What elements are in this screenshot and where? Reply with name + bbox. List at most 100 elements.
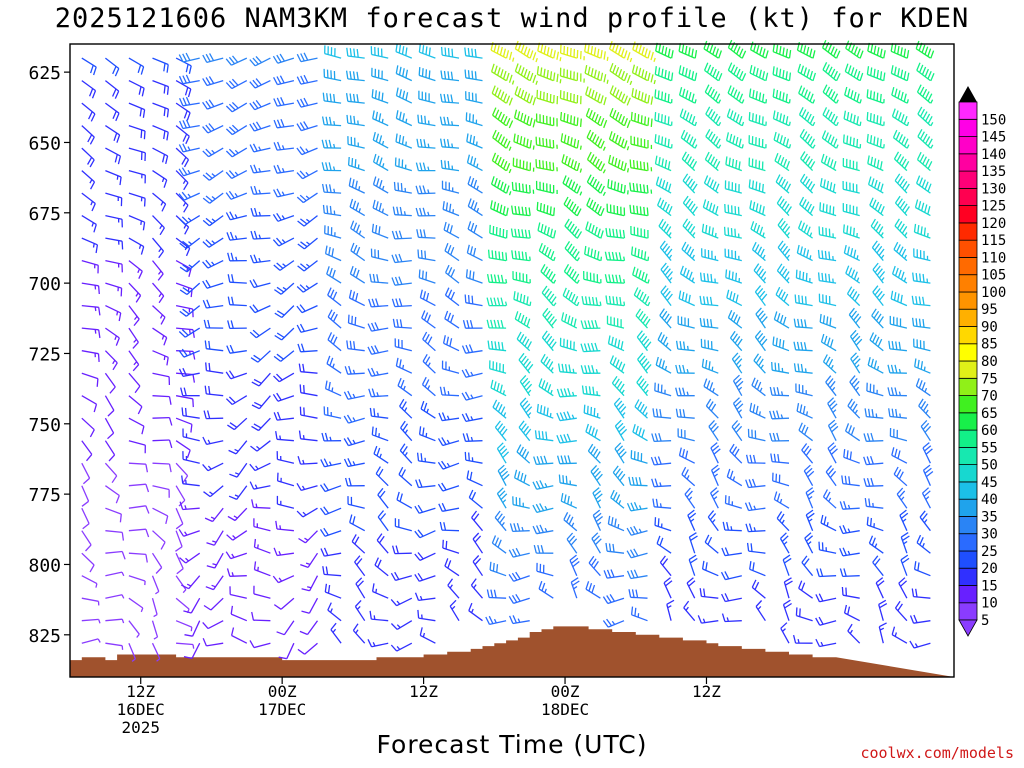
barb-flag (773, 453, 777, 463)
barb-flag (679, 265, 684, 274)
barb-flag (758, 115, 761, 124)
barb-staff (682, 202, 696, 217)
barb-flag (508, 120, 514, 129)
barb-flag (428, 47, 431, 56)
wind-barb (724, 180, 742, 194)
barb-staff (803, 470, 814, 487)
barb-staff (728, 69, 743, 82)
barb-flag (500, 158, 505, 168)
wind-barb (701, 358, 719, 374)
barb-flag (558, 474, 561, 483)
barb-flag (846, 111, 850, 121)
barb-flag (704, 84, 710, 93)
barb-flag (328, 246, 331, 256)
barb-flag (688, 271, 693, 280)
barb-flag (780, 532, 787, 539)
barb-flag (526, 341, 532, 349)
wind-barb (842, 134, 862, 149)
barb-flag (180, 387, 184, 396)
barb-flag (587, 365, 592, 374)
barb-flag (705, 106, 711, 115)
barb-flag (178, 499, 186, 507)
barb-flag (354, 599, 362, 607)
wind-barb (563, 512, 578, 532)
barb-flag (349, 93, 352, 102)
wind-barb (276, 451, 295, 464)
barb-flag (853, 335, 861, 343)
barb-flag (333, 94, 336, 103)
barb-staff (587, 450, 601, 464)
barb-flag (734, 228, 737, 237)
barb-flag (298, 430, 302, 439)
wind-barb (850, 352, 861, 374)
wind-barb (128, 192, 146, 207)
wind-barb (560, 492, 578, 509)
barb-half-flag (114, 335, 118, 341)
wind-barb (202, 147, 224, 158)
barb-flag (710, 319, 713, 328)
barb-staff (445, 294, 460, 307)
barb-staff (105, 305, 121, 314)
wind-barb (843, 110, 862, 127)
barb-flag (844, 63, 849, 72)
barb-flag (202, 126, 209, 134)
barb-flag (752, 454, 757, 464)
barb-flag (800, 341, 804, 351)
barb-flag (853, 114, 856, 124)
barb-flag (630, 246, 634, 255)
barb-flag (567, 315, 571, 324)
barb-flag (134, 385, 141, 394)
wind-barb (720, 571, 742, 581)
barb-flag (594, 203, 599, 212)
wind-barb (104, 462, 118, 484)
barb-staff (398, 474, 413, 487)
wind-barb (105, 237, 124, 250)
barb-flag (231, 55, 239, 63)
wind-barb (776, 263, 790, 284)
wind-barb (202, 123, 224, 134)
barb-flag (466, 433, 470, 442)
barb-staff (186, 260, 201, 273)
barb-flag (252, 122, 259, 131)
barb-half-flag (668, 277, 673, 282)
barb-staff (607, 235, 625, 239)
barb-flag (525, 428, 532, 436)
barb-flag (798, 85, 803, 94)
barb-half-flag (159, 224, 163, 230)
barb-flag (540, 223, 544, 233)
barb-flag (779, 91, 782, 100)
barb-staff (324, 123, 342, 127)
barb-flag (508, 596, 515, 604)
barb-flag (138, 270, 143, 279)
barb-flag (323, 458, 329, 467)
barb-staff (175, 192, 189, 206)
barb-flag (748, 88, 752, 97)
barb-half-flag (182, 202, 187, 207)
barb-flag (878, 248, 885, 256)
barb-flag (203, 604, 212, 611)
barb-staff (230, 372, 248, 380)
barb-staff (701, 325, 719, 329)
wind-barb (655, 42, 674, 59)
barb-flag (182, 120, 187, 129)
barb-flag (691, 138, 697, 147)
barb-flag (678, 87, 683, 96)
barb-half-flag (713, 496, 718, 500)
barb-flag (628, 476, 632, 486)
barb-staff (231, 147, 248, 158)
barb-flag (807, 113, 812, 122)
barb-staff (81, 440, 93, 455)
barb-staff (349, 297, 365, 307)
barb-flag (393, 181, 396, 191)
barb-flag (876, 245, 883, 254)
barb-staff (175, 147, 189, 161)
barb-flag (608, 274, 612, 283)
wind-barb (570, 577, 580, 599)
wind-barb (296, 192, 318, 204)
barb-flag (495, 401, 500, 410)
barb-staff (375, 473, 389, 487)
barb-staff (105, 594, 123, 599)
barb-staff (866, 462, 884, 466)
barb-flag (449, 225, 453, 234)
barb-half-flag (692, 232, 696, 237)
